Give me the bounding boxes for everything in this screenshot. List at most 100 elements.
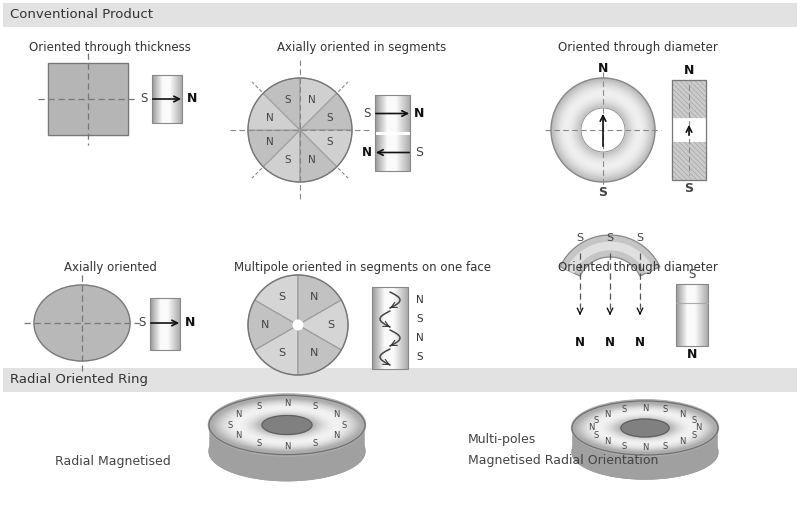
Text: N: N	[598, 62, 608, 74]
Bar	[172, 75, 173, 123]
Bar	[3, 3, 797, 27]
Bar	[166, 298, 167, 350]
Wedge shape	[263, 130, 300, 182]
Bar	[164, 298, 165, 350]
Bar	[375, 95, 376, 171]
Text: N: N	[575, 337, 585, 350]
Text: S: S	[313, 439, 318, 448]
Polygon shape	[573, 432, 717, 479]
Text: N: N	[185, 317, 195, 329]
Bar	[156, 298, 157, 350]
Wedge shape	[248, 130, 300, 167]
Bar	[377, 95, 378, 171]
Bar	[162, 75, 163, 123]
Text: N: N	[310, 348, 318, 358]
Text: N: N	[605, 337, 615, 350]
Bar	[173, 298, 174, 350]
Bar	[672, 80, 706, 180]
Bar	[177, 75, 178, 123]
Ellipse shape	[621, 419, 669, 437]
Bar	[392, 95, 393, 171]
Bar	[167, 75, 168, 123]
Bar	[158, 75, 159, 123]
Bar	[162, 298, 163, 350]
Wedge shape	[298, 325, 342, 375]
Text: N: N	[284, 399, 290, 408]
Bar	[396, 95, 397, 171]
Bar	[676, 284, 677, 346]
Wedge shape	[254, 275, 298, 325]
Text: S: S	[416, 314, 422, 324]
Bar	[706, 284, 707, 346]
Bar	[391, 287, 392, 369]
Ellipse shape	[572, 425, 718, 479]
Text: S: S	[593, 416, 598, 425]
Bar	[176, 75, 177, 123]
Bar	[699, 284, 700, 346]
Bar	[382, 287, 383, 369]
Bar	[165, 75, 166, 123]
Bar	[689, 284, 690, 346]
Bar	[378, 287, 379, 369]
Bar	[153, 298, 154, 350]
Bar	[395, 287, 396, 369]
Text: S: S	[256, 439, 262, 448]
Bar	[152, 75, 153, 123]
Bar	[391, 95, 392, 171]
Bar	[159, 75, 160, 123]
Bar	[405, 95, 406, 171]
Bar	[409, 95, 410, 171]
Bar	[399, 287, 400, 369]
Text: N: N	[589, 423, 594, 433]
Bar	[702, 284, 703, 346]
Text: N: N	[333, 410, 339, 419]
Bar	[179, 75, 180, 123]
Text: S: S	[326, 137, 333, 147]
Bar	[400, 287, 401, 369]
Bar	[376, 287, 377, 369]
Bar	[698, 284, 699, 346]
Ellipse shape	[262, 442, 312, 461]
Bar	[695, 284, 696, 346]
Bar	[163, 298, 164, 350]
Bar	[166, 75, 167, 123]
Bar	[159, 298, 160, 350]
Text: S: S	[228, 420, 233, 429]
Bar	[407, 287, 408, 369]
Text: S: S	[284, 95, 291, 105]
Bar	[161, 75, 162, 123]
Bar	[678, 284, 679, 346]
Bar	[705, 284, 706, 346]
Text: N: N	[309, 95, 316, 105]
Bar	[152, 298, 153, 350]
Wedge shape	[300, 130, 337, 182]
Bar	[401, 287, 402, 369]
Bar	[389, 287, 390, 369]
Text: N: N	[309, 155, 316, 165]
Ellipse shape	[621, 443, 669, 461]
Bar	[170, 298, 171, 350]
Text: S: S	[622, 442, 627, 451]
Bar	[160, 75, 161, 123]
Bar	[374, 287, 375, 369]
Bar	[672, 80, 706, 118]
Text: S: S	[313, 402, 318, 411]
Text: S: S	[341, 420, 346, 429]
Text: S: S	[663, 442, 668, 451]
Text: Radial Magnetised: Radial Magnetised	[55, 455, 170, 469]
Bar	[681, 284, 682, 346]
Bar	[701, 284, 702, 346]
Text: N: N	[684, 64, 694, 78]
Bar	[154, 298, 155, 350]
Bar	[408, 95, 409, 171]
Bar	[384, 287, 385, 369]
Text: Oriented through diameter: Oriented through diameter	[558, 41, 718, 54]
Bar	[397, 287, 398, 369]
Bar	[383, 287, 384, 369]
Text: S: S	[256, 402, 262, 411]
Bar	[679, 284, 680, 346]
Bar	[174, 298, 175, 350]
Bar	[401, 95, 402, 171]
Bar	[381, 95, 382, 171]
Bar	[169, 75, 170, 123]
